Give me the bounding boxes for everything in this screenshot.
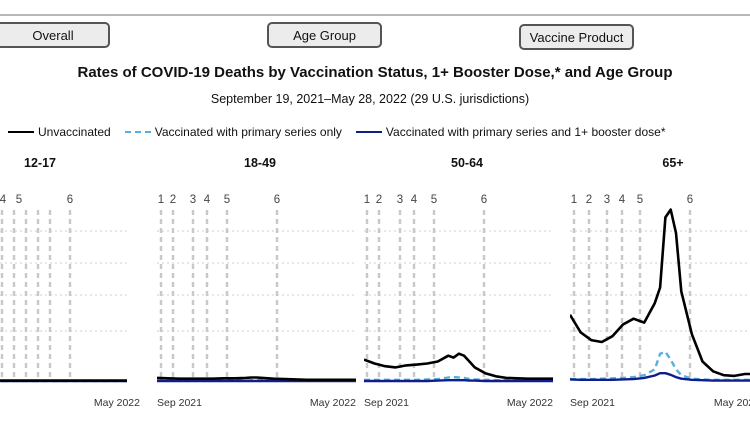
chart-subtitle: September 19, 2021–May 28, 2022 (29 U.S.…: [210, 92, 530, 106]
phase-marker-label: 4: [204, 194, 211, 206]
legend-label: Vaccinated with primary series only: [154, 125, 342, 139]
legend-item-booster[interactable]: Vaccinated with primary series and 1+ bo…: [355, 125, 666, 139]
legend-swatch: [8, 131, 34, 133]
x-tick-label: May 2022: [310, 397, 356, 409]
phase-marker-label: 1: [158, 194, 164, 206]
series-line-booster: [364, 378, 553, 383]
tab-vaccine-product[interactable]: Vaccine Product: [519, 24, 634, 50]
phase-marker-label: 2: [376, 194, 382, 206]
legend-item-unvaccinated[interactable]: Unvaccinated: [8, 125, 111, 139]
phase-marker-label: 2: [586, 194, 592, 206]
panel-title-12-17: 12-17: [24, 156, 56, 170]
x-tick-label: Sep 2021: [157, 397, 202, 409]
phase-marker-label: 4: [0, 194, 7, 206]
x-tick-label: May 2022: [507, 397, 553, 409]
phase-marker-label: 2: [170, 194, 176, 206]
legend-item-primary-series[interactable]: Vaccinated with primary series only: [124, 125, 342, 139]
phase-marker-label: 3: [397, 194, 403, 206]
phase-marker-label: 5: [431, 194, 437, 206]
chart-legend: Unvaccinated Vaccinated with primary ser…: [8, 125, 680, 139]
legend-swatch: [355, 131, 382, 133]
phase-marker-label: 3: [190, 194, 196, 206]
phase-marker-label: 6: [481, 194, 487, 206]
phase-marker-label: 5: [224, 194, 230, 206]
panel-title-65+: 65+: [662, 156, 683, 170]
x-tick-label: Sep 2021: [570, 397, 615, 409]
series-line-unvaccinated: [157, 376, 356, 382]
legend-label: Unvaccinated: [38, 125, 111, 139]
legend-label: Vaccinated with primary series and 1+ bo…: [385, 125, 666, 139]
phase-marker-label: 4: [411, 194, 418, 206]
x-tick-label: May 2022: [714, 397, 750, 409]
tab-overall[interactable]: Overall: [0, 22, 110, 48]
phase-marker-label: 6: [67, 194, 73, 206]
phase-marker-label: 3: [604, 194, 610, 206]
x-tick-label: May 2022: [94, 397, 140, 409]
phase-marker-label: 1: [364, 194, 370, 206]
x-tick-label: Sep 2021: [364, 397, 409, 409]
phase-marker-label: 5: [16, 194, 22, 206]
phase-marker-label: 5: [637, 194, 643, 206]
series-line-unvaccinated: [570, 208, 750, 378]
series-line-primary-series: [570, 350, 750, 382]
legend-swatch: [124, 131, 151, 133]
tab-age-group[interactable]: Age Group: [267, 22, 382, 48]
series-line-booster: [570, 371, 750, 382]
series-line-primary-series: [364, 375, 553, 382]
phase-marker-label: 1: [571, 194, 577, 206]
header-divider: [0, 14, 750, 16]
panel-title-50-64: 50-64: [451, 156, 483, 170]
phase-marker-label: 6: [687, 194, 693, 206]
series-line-unvaccinated: [364, 352, 553, 380]
panel-title-18-49: 18-49: [244, 156, 276, 170]
phase-marker-label: 4: [619, 194, 626, 206]
chart-title: Rates of COVID-19 Deaths by Vaccination …: [77, 64, 673, 81]
phase-marker-label: 6: [274, 194, 280, 206]
